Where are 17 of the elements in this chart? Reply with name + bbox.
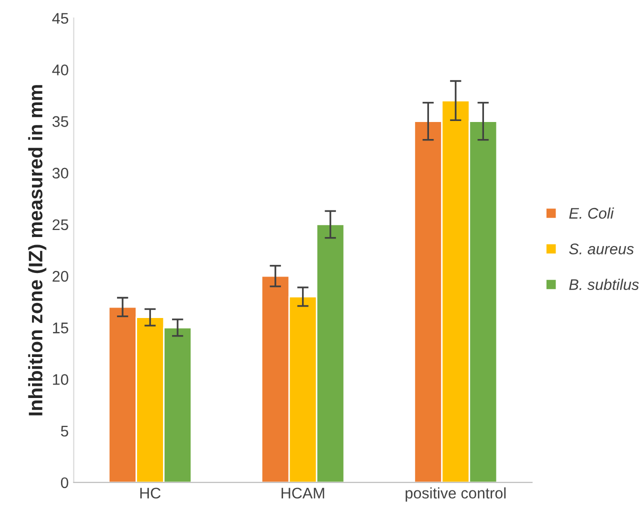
y-tick-label: 25	[52, 219, 68, 230]
x-tick-label: positive control	[406, 487, 506, 502]
y-tick-label: 35	[52, 116, 68, 127]
y-tick-label: 20	[52, 270, 68, 282]
x-tick-label: HCAM	[282, 488, 324, 499]
x-tick-label: HC	[140, 488, 161, 499]
y-axis-title: Inhibition zone (IZ) measured in mm	[28, 85, 46, 416]
y-tick-label: 40	[52, 64, 68, 76]
y-tick-label: 10	[53, 374, 68, 385]
y-tick-label: 5	[60, 426, 68, 437]
y-tick-label: 15	[53, 322, 68, 334]
y-tick-label: 0	[60, 477, 68, 488]
legend-label: E. Coli	[569, 208, 614, 219]
y-tick-label: 30	[52, 168, 68, 179]
legend-label: B. subtilus	[569, 278, 639, 290]
legend-label: S. aureus	[569, 244, 634, 254]
y-tick-label: 45	[52, 13, 68, 24]
